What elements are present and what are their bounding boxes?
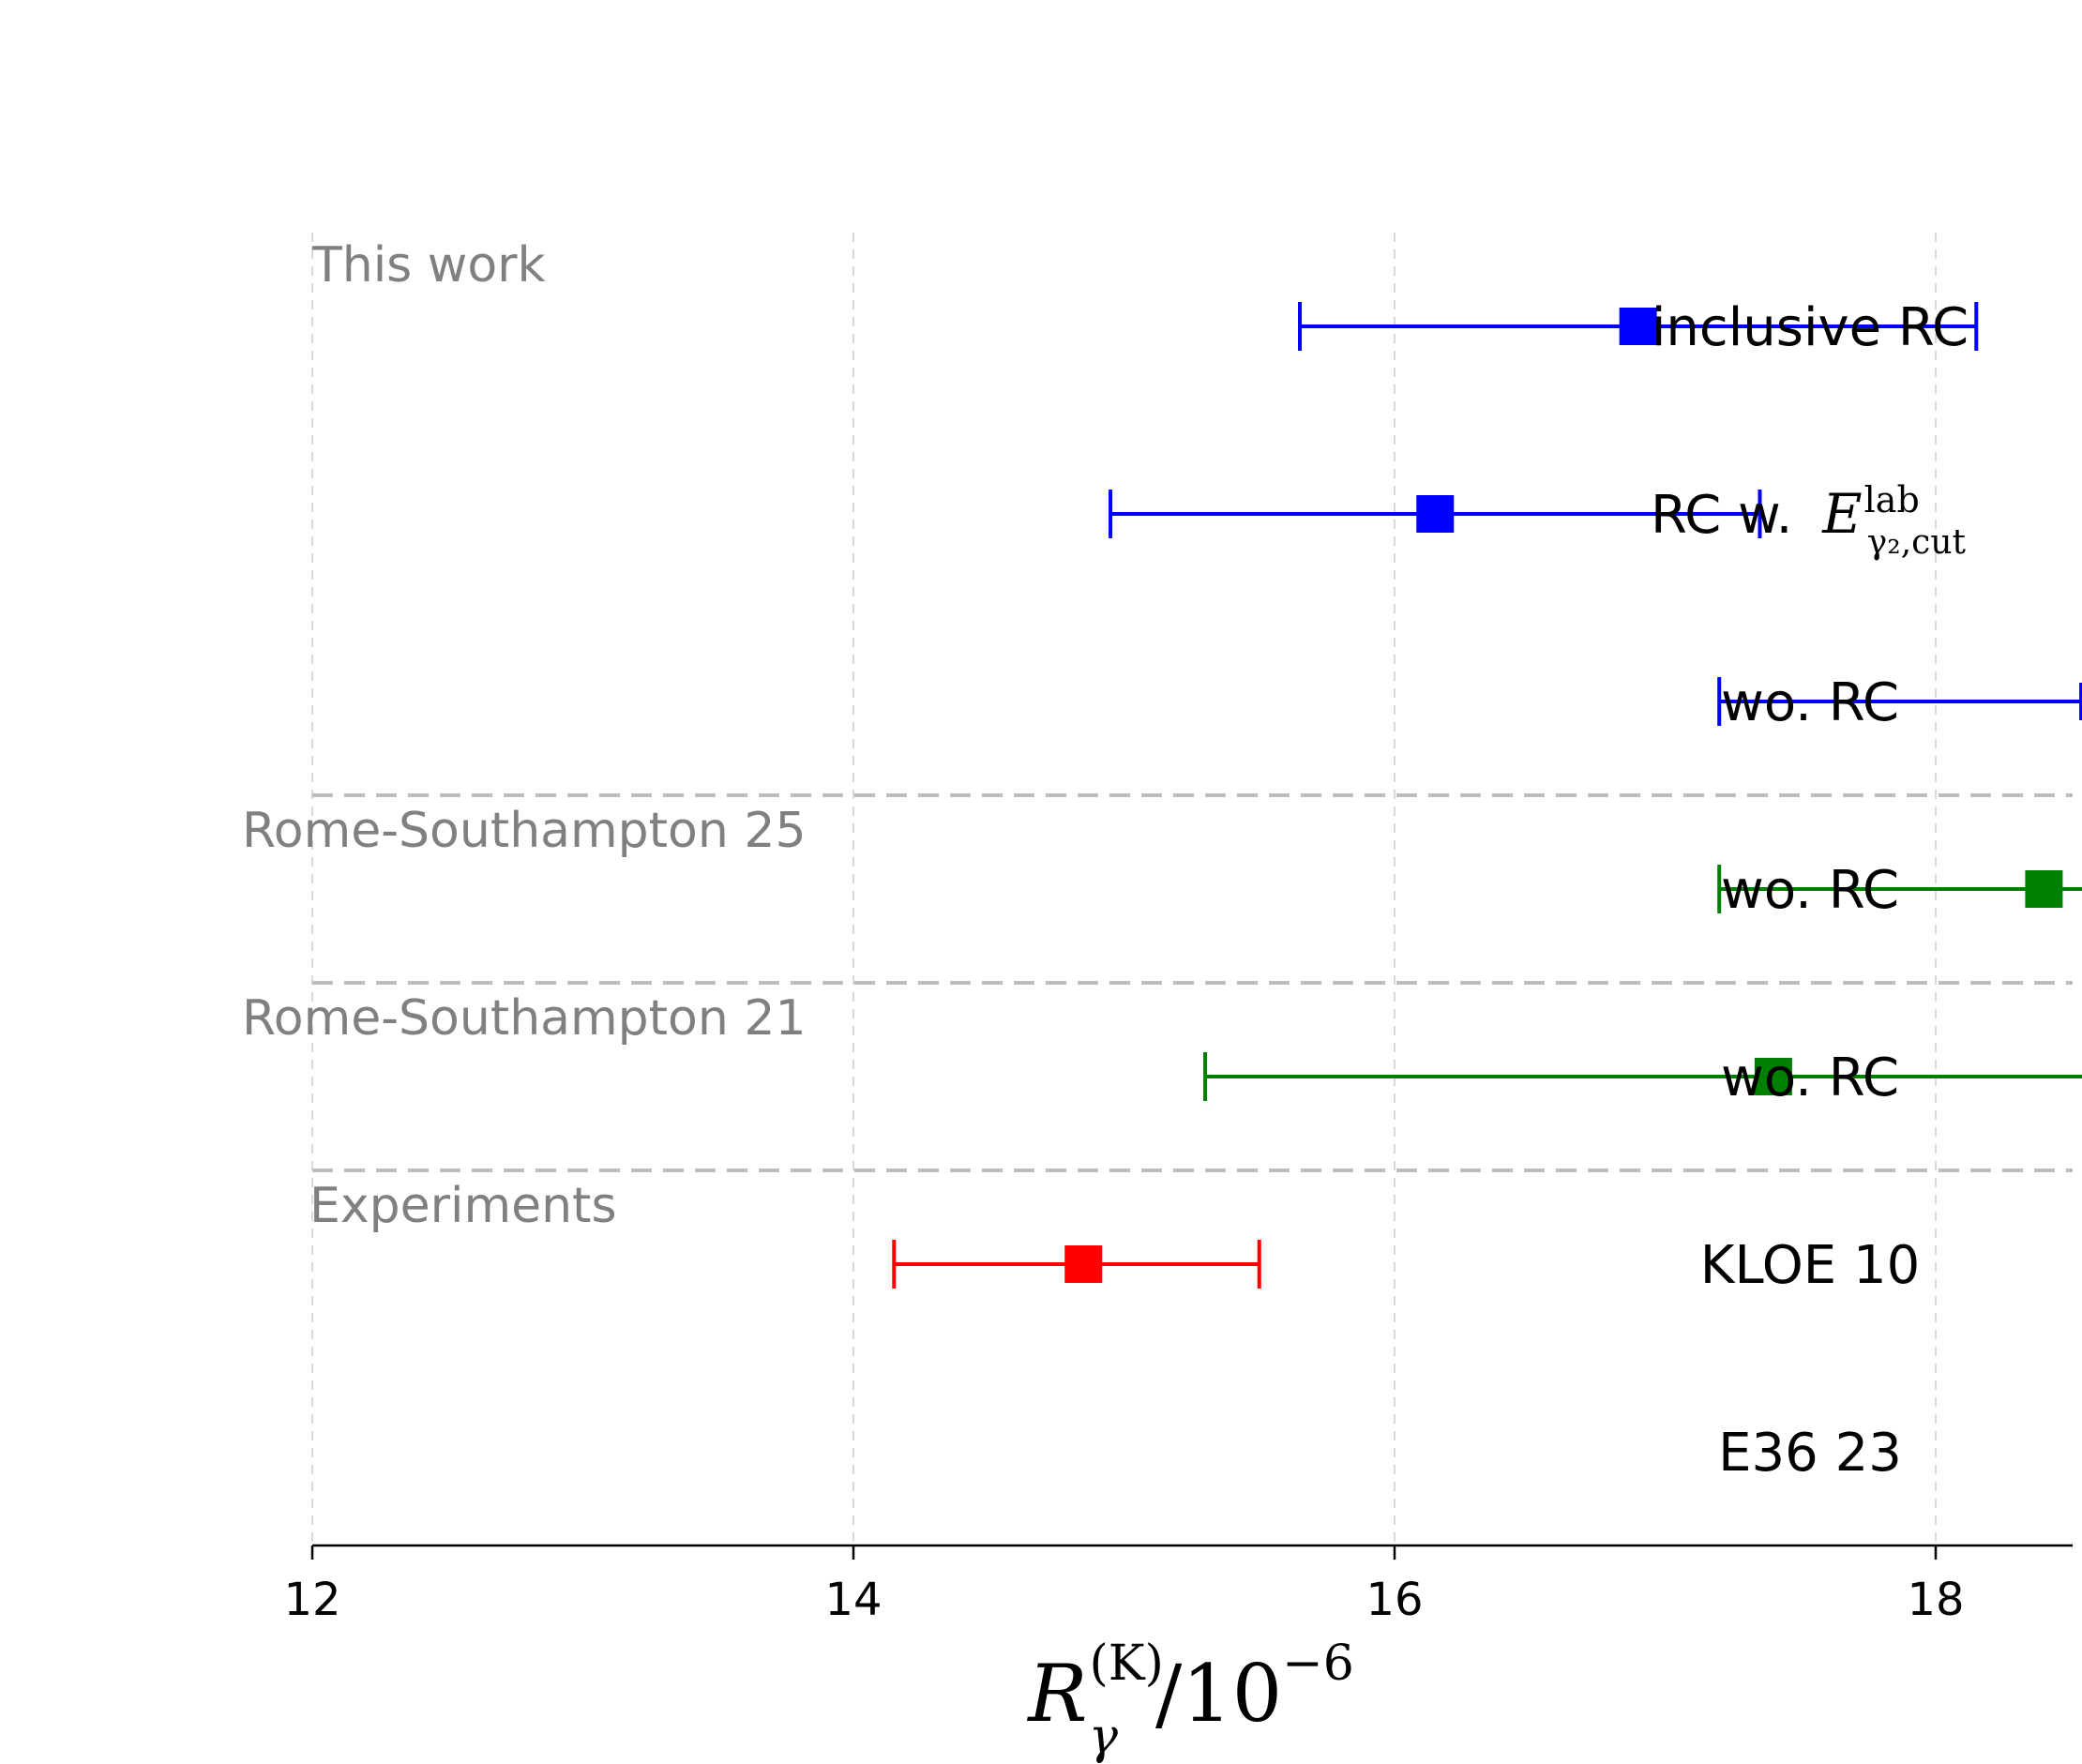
marker-1 <box>1416 495 1455 533</box>
row-label-0: inclusive RC <box>1652 297 1969 358</box>
x-axis-label: R(K) γ/10−6 <box>1026 1636 1354 1764</box>
row-label-1: RC w. Elab γ₂,cut <box>1651 479 1967 562</box>
row-label-6: E36 23 <box>1718 1423 1902 1484</box>
x-axis-label-sup: (K) <box>1089 1636 1163 1692</box>
error-bar-4 <box>1203 1052 2082 1101</box>
row-label-3: wo. RC <box>1721 860 1899 921</box>
x-tick-label-14: 14 <box>824 1574 882 1626</box>
row-label-4: wo. RC <box>1721 1048 1899 1108</box>
row-labels: inclusive RC RC w. Elab γ₂,cut wo. RC wo. RC… <box>1651 297 1969 1484</box>
x-tick-label-18: 18 <box>1907 1574 1964 1626</box>
row-label-5: KLOE 10 <box>1700 1235 1920 1296</box>
marker-4 <box>1754 1058 1792 1095</box>
group-labels: This work Rome-Southampton 25 Rome-Southam… <box>242 237 807 1234</box>
row-label-math-base-1: E <box>1821 482 1862 546</box>
x-axis-label-rest: /10 <box>1155 1648 1282 1740</box>
markers <box>1064 308 2082 1283</box>
marker-5 <box>1064 1245 1103 1283</box>
row-label-math-sub-1: γ₂,cut <box>1867 523 1967 562</box>
x-axis-label-rest-sup: −6 <box>1282 1636 1354 1692</box>
marker-2 <box>2079 683 2082 720</box>
group-label-0: This work <box>311 237 546 294</box>
x-ticks: 121416182022 <box>283 1545 1965 1626</box>
group-label-1: Rome-Southampton 25 <box>242 803 807 859</box>
row-label-2: wo. RC <box>1721 672 1899 733</box>
group-label-2: Rome-Southampton 21 <box>242 990 807 1047</box>
marker-3 <box>2025 870 2063 908</box>
marker-0 <box>1619 308 1657 345</box>
row-label-math-sup-1: lab <box>1864 479 1920 520</box>
error-bar-2 <box>1717 677 2082 726</box>
group-label-3: Experiments <box>309 1178 617 1234</box>
error-bars <box>892 302 2082 1289</box>
x-tick-label-12: 12 <box>283 1574 340 1626</box>
row-label-text-1: RC w. <box>1651 485 1809 546</box>
x-axis-label-sub: γ <box>1089 1709 1119 1764</box>
x-tick-label-16: 16 <box>1365 1574 1423 1626</box>
x-axis-label-base: R <box>1026 1648 1087 1740</box>
group-separators <box>312 793 2073 1172</box>
